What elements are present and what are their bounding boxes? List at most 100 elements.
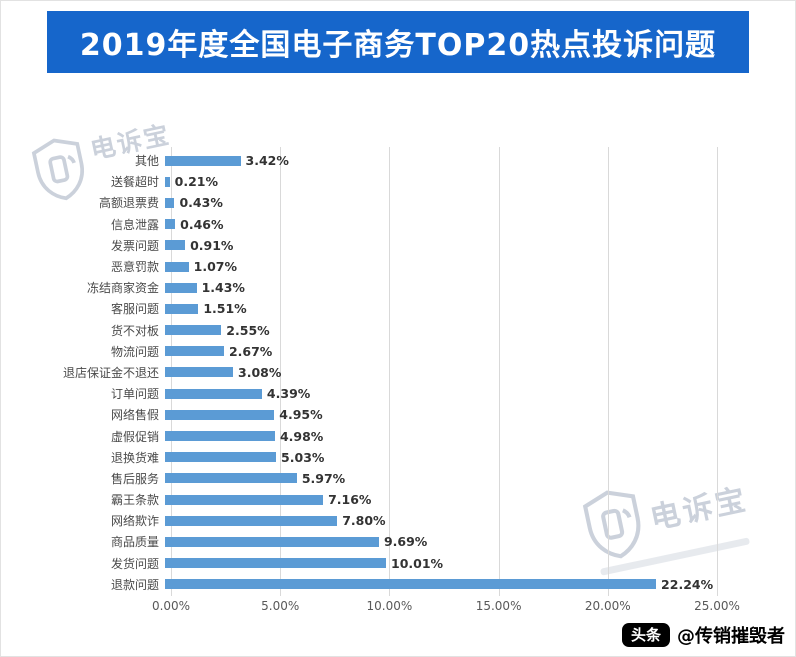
page-title: 2019年度全国电子商务TOP20热点投诉问题 bbox=[79, 28, 717, 63]
category-label: 送餐超时 bbox=[110, 175, 159, 190]
chart-row: 恶意罚款 1.07% bbox=[1, 256, 717, 277]
toutiao-badge: 头条 bbox=[621, 623, 670, 647]
category-label: 冻结商家资金 bbox=[86, 281, 159, 296]
bar-area: 1.43% bbox=[165, 277, 717, 298]
bar-area: 3.08% bbox=[165, 362, 717, 383]
category-label: 网络售假 bbox=[110, 408, 159, 423]
value-label: 3.08% bbox=[238, 364, 282, 380]
value-label: 0.46% bbox=[180, 216, 224, 232]
bar bbox=[165, 473, 297, 484]
category-label: 虚假促销 bbox=[110, 429, 159, 444]
value-label: 1.43% bbox=[201, 280, 245, 296]
category-label: 物流问题 bbox=[110, 344, 159, 359]
bar-area: 5.03% bbox=[165, 447, 717, 468]
bar bbox=[165, 367, 233, 378]
category-label: 货不对板 bbox=[110, 323, 159, 338]
chart-row: 霸王条款 7.16% bbox=[1, 489, 717, 510]
category-label: 退店保证金不退还 bbox=[62, 365, 159, 380]
category-label: 退换货难 bbox=[110, 450, 159, 465]
bar-rows: 其他 3.42% 送餐超时 0.21% 高额退票费 0.43% 信息泄露 0.46% 发票问题 0… bbox=[1, 150, 717, 595]
chart-row: 物流问题 2.67% bbox=[1, 341, 717, 362]
bar-area: 10.01% bbox=[165, 553, 717, 574]
bar bbox=[165, 155, 241, 166]
watermark-dianshubao-topleft: 电诉宝 bbox=[26, 113, 180, 207]
category-label: 发货问题 bbox=[110, 556, 159, 571]
chart-row: 退款问题 22.24% bbox=[1, 574, 717, 595]
x-tick-label: 15.00% bbox=[475, 599, 522, 613]
value-label: 2.55% bbox=[226, 322, 270, 338]
chart-row: 发票问题 0.91% bbox=[1, 235, 717, 256]
gridline bbox=[607, 147, 609, 596]
category-label: 订单问题 bbox=[110, 387, 159, 402]
x-tick-label: 0.00% bbox=[151, 599, 191, 613]
shield-icon bbox=[582, 490, 641, 559]
bar-area: 1.07% bbox=[165, 256, 717, 277]
category-label: 售后服务 bbox=[110, 471, 159, 486]
bar bbox=[165, 409, 275, 420]
chart-row: 网络售假 4.95% bbox=[1, 404, 717, 425]
value-label: 22.24% bbox=[661, 576, 714, 592]
bar bbox=[165, 388, 262, 399]
bar-area: 9.69% bbox=[165, 531, 717, 552]
bar-area: 3.42% bbox=[165, 150, 717, 171]
value-label: 1.07% bbox=[193, 259, 237, 275]
chart-row: 客服问题 1.51% bbox=[1, 298, 717, 319]
x-tick-label: 20.00% bbox=[584, 599, 631, 613]
chart-row: 高额退票费 0.43% bbox=[1, 192, 717, 213]
value-label: 5.03% bbox=[281, 449, 325, 465]
title-banner: 2019年度全国电子商务TOP20热点投诉问题 bbox=[47, 11, 749, 73]
chart-row: 网络欺诈 7.80% bbox=[1, 510, 717, 531]
bar bbox=[165, 176, 170, 187]
bar bbox=[165, 282, 197, 293]
bar bbox=[165, 261, 189, 272]
gridline bbox=[717, 147, 718, 596]
x-axis: 0.00% 5.00% 10.00% 15.00% 20.00% 25.00% bbox=[1, 599, 795, 615]
bar-area: 4.39% bbox=[165, 383, 717, 404]
bar bbox=[165, 494, 324, 505]
toutiao-handle: @传销摧毁者 bbox=[677, 626, 785, 647]
toutiao-credit: 头条 @传销摧毁者 bbox=[621, 622, 785, 648]
value-label: 4.98% bbox=[279, 428, 324, 444]
chart-row: 送餐超时 0.21% bbox=[1, 171, 717, 192]
x-tick-label: 5.00% bbox=[261, 599, 300, 613]
chart-row: 订单问题 4.39% bbox=[1, 383, 717, 404]
value-label: 4.39% bbox=[266, 386, 311, 402]
category-label: 商品质量 bbox=[110, 535, 159, 550]
category-label: 发票问题 bbox=[110, 238, 159, 253]
bar-area: 4.98% bbox=[165, 425, 717, 446]
value-label: 0.91% bbox=[190, 237, 234, 253]
category-label: 客服问题 bbox=[110, 302, 159, 317]
category-label: 信息泄露 bbox=[110, 217, 159, 232]
chart-row: 冻结商家资金 1.43% bbox=[1, 277, 717, 298]
value-label: 9.69% bbox=[383, 534, 428, 550]
bar bbox=[165, 325, 222, 336]
bar bbox=[165, 219, 176, 230]
bar-area: 1.51% bbox=[165, 298, 717, 319]
watermark-dianshubao-bottomright: 电诉宝 bbox=[576, 461, 757, 578]
bar-area: 7.80% bbox=[165, 510, 717, 531]
chart-row: 商品质量 9.69% bbox=[1, 531, 717, 552]
category-label: 高额退票费 bbox=[98, 196, 159, 211]
chart-row: 退换货难 5.03% bbox=[1, 447, 717, 468]
chart-row: 售后服务 5.97% bbox=[1, 468, 717, 489]
gridline bbox=[498, 147, 500, 596]
bar-area: 2.55% bbox=[165, 320, 717, 341]
chart-row: 虚假促销 4.98% bbox=[1, 425, 717, 446]
bar-area: 7.16% bbox=[165, 489, 717, 510]
value-label: 5.97% bbox=[301, 470, 346, 486]
category-label: 其他 bbox=[134, 154, 159, 169]
category-label: 恶意罚款 bbox=[110, 260, 159, 275]
bar bbox=[165, 536, 379, 547]
bar-area: 0.91% bbox=[165, 235, 717, 256]
bar bbox=[165, 452, 277, 463]
bar-area: 0.43% bbox=[165, 192, 717, 213]
shield-icon bbox=[31, 138, 85, 201]
value-label: 3.42% bbox=[245, 153, 289, 169]
value-label: 10.01% bbox=[391, 555, 444, 571]
bar bbox=[165, 303, 199, 314]
bar bbox=[165, 579, 657, 590]
chart-row: 信息泄露 0.46% bbox=[1, 214, 717, 235]
value-label: 2.67% bbox=[228, 343, 273, 359]
value-label: 0.43% bbox=[179, 195, 223, 211]
